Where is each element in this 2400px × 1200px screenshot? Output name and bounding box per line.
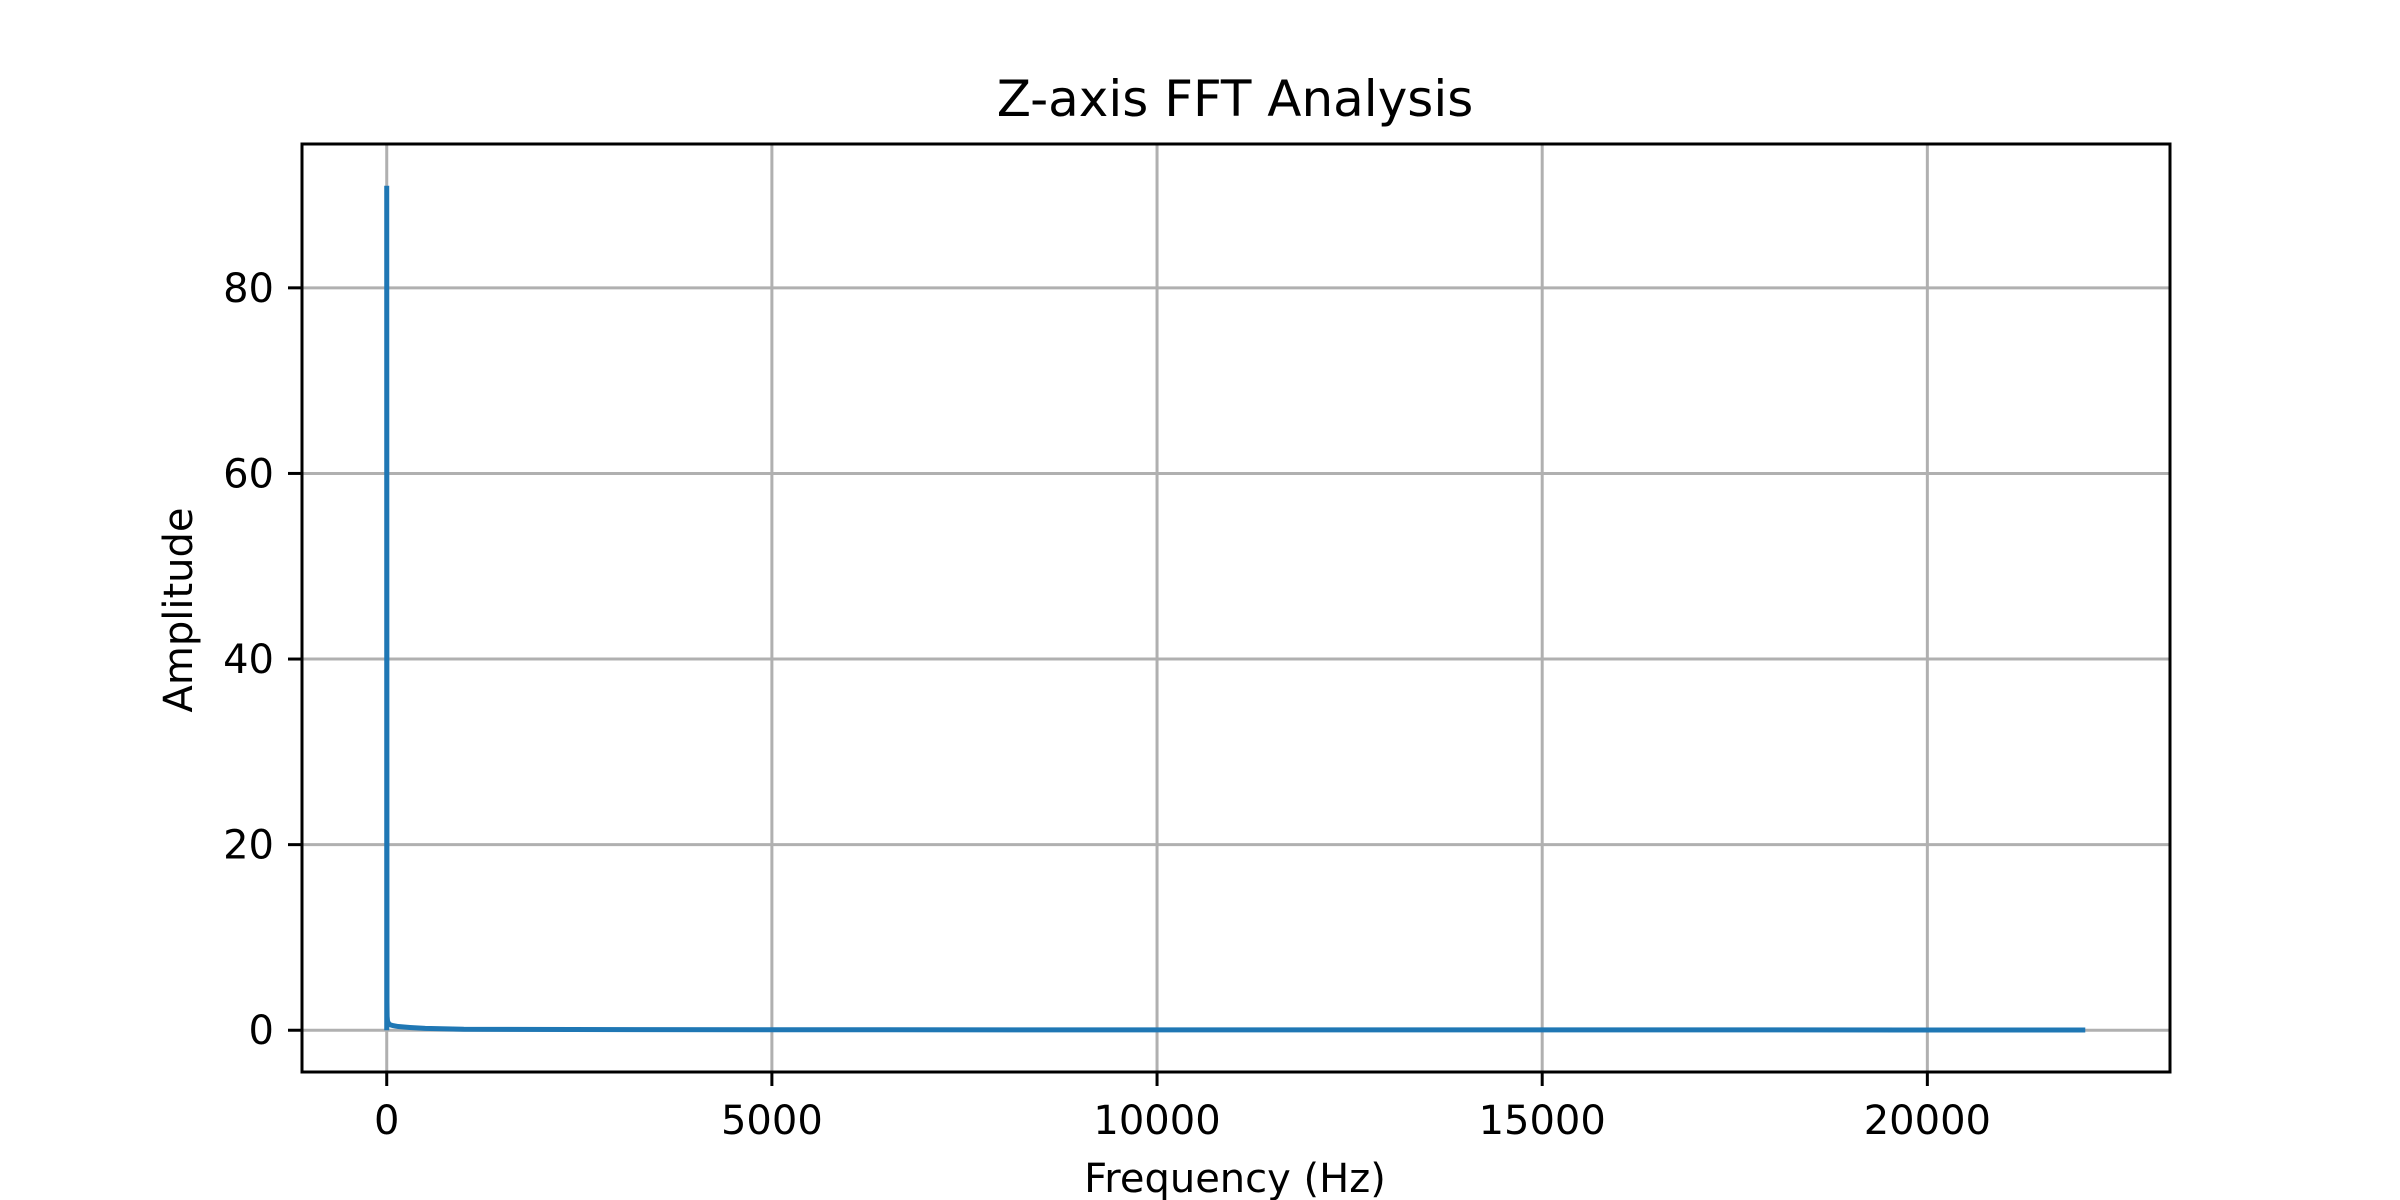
chart-title: Z-axis FFT Analysis (997, 70, 1474, 128)
y-tick-label: 20 (223, 823, 274, 869)
fft-series-line (384, 185, 2086, 1033)
axis-ticks: 0 5000 10000 15000 20000 0 20 40 60 80 (223, 266, 1991, 1144)
x-tick-label: 15000 (1479, 1098, 1606, 1144)
x-tick-label: 5000 (721, 1098, 823, 1144)
y-axis-label: Amplitude (156, 508, 202, 713)
grid (302, 144, 2170, 1072)
y-tick-label: 60 (223, 451, 274, 497)
x-tick-label: 10000 (1093, 1098, 1220, 1144)
plot-area (384, 185, 2086, 1033)
plot-frame (300, 142, 2172, 1074)
y-tick-label: 40 (223, 637, 274, 683)
y-tick-label: 80 (223, 266, 274, 312)
x-axis-label: Frequency (Hz) (1084, 1156, 1386, 1200)
x-tick-label: 0 (374, 1098, 399, 1144)
y-tick-label: 0 (249, 1008, 274, 1054)
x-tick-label: 20000 (1864, 1098, 1991, 1144)
